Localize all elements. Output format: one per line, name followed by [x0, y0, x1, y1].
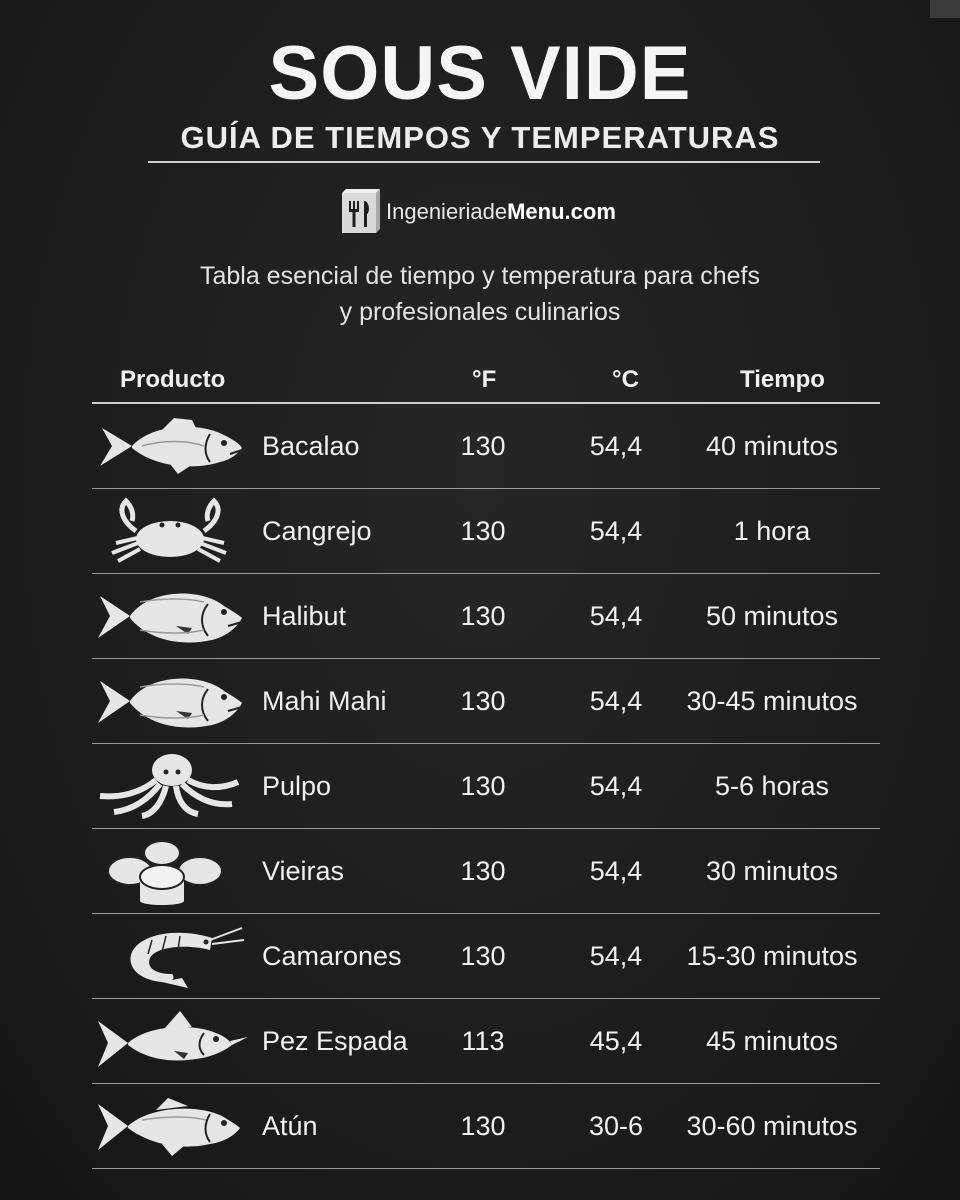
cell-time: 30-45 minutos	[686, 686, 858, 716]
header-product: Producto	[120, 366, 226, 393]
cell-celsius: 54,4	[589, 431, 643, 461]
cell-product: Cangrejo	[262, 516, 372, 546]
scallops-icon	[92, 837, 248, 905]
cell-celsius: 54,4	[589, 516, 643, 546]
cell-fahrenheit: 130	[460, 771, 506, 801]
sous-vide-table: Producto °F °C Tiempo Bacalao 130 54,4 40 m…	[92, 360, 880, 1169]
cell-time: 40 minutos	[705, 431, 839, 461]
cell-celsius: 54,4	[589, 771, 643, 801]
table-row: Atún 130 30-6 30-60 minutos	[92, 1084, 880, 1169]
cell-time: 30-60 minutos	[686, 1111, 858, 1141]
cell-product: Pez Espada	[262, 1026, 408, 1056]
flatfish-icon	[92, 667, 248, 735]
page-title: SOUS VIDE	[268, 31, 692, 116]
cell-celsius: 54,4	[589, 941, 643, 971]
intro-line-1: Tabla esencial de tiempo y temperatura p…	[199, 262, 761, 290]
table-row: Pulpo 130 54,4 5-6 horas	[92, 744, 880, 829]
cell-product: Pulpo	[262, 771, 332, 801]
cell-product: Mahi Mahi	[262, 686, 387, 716]
crab-icon	[92, 497, 248, 565]
table-row: Mahi Mahi 130 54,4 30-45 minutos	[92, 659, 880, 744]
header-fahrenheit: °F	[472, 366, 497, 393]
cell-time: 50 minutos	[705, 601, 839, 631]
intro-line-2: y profesionales culinarios	[339, 298, 621, 326]
header-divider	[92, 402, 880, 404]
brand: IngenieriadeMenu.com	[340, 188, 616, 236]
cell-fahrenheit: 130	[460, 941, 506, 971]
shrimp-icon	[92, 922, 248, 990]
tuna-icon	[92, 1092, 248, 1160]
subtitle-underline	[148, 161, 820, 163]
cell-fahrenheit: 130	[460, 516, 506, 546]
table-row: Pez Espada 113 45,4 45 minutos	[92, 999, 880, 1084]
cell-celsius: 30-6	[588, 1111, 644, 1141]
cell-product: Bacalao	[262, 431, 360, 461]
cell-product: Atún	[262, 1111, 318, 1141]
table-body: Bacalao 130 54,4 40 minutos Cangrejo 130 54,4 1…	[92, 404, 880, 1169]
table-header: Producto °F °C Tiempo	[92, 360, 880, 402]
cell-fahrenheit: 130	[460, 431, 506, 461]
corner-mark	[930, 0, 960, 18]
table-row: Halibut 130 54,4 50 minutos	[92, 574, 880, 659]
header-time: Tiempo	[740, 366, 825, 393]
cell-product: Vieiras	[262, 856, 345, 886]
table-row: Camarones 130 54,4 15-30 minutos	[92, 914, 880, 999]
octopus-icon	[92, 752, 248, 820]
brand-name: IngenieriadeMenu.com	[386, 199, 616, 225]
table-row: Bacalao 130 54,4 40 minutos	[92, 404, 880, 489]
swordfish-icon	[92, 1007, 248, 1075]
flatfish-icon	[92, 582, 248, 650]
cell-celsius: 45,4	[589, 1026, 643, 1056]
brand-suffix: Menu.com	[507, 199, 616, 224]
cell-time: 15-30 minutos	[686, 941, 858, 971]
cell-fahrenheit: 130	[460, 686, 506, 716]
cell-time: 45 minutos	[705, 1026, 839, 1056]
intro-text: Tabla esencial de tiempo y temperatura p…	[0, 258, 960, 330]
table-row: Cangrejo 130 54,4 1 hora	[92, 489, 880, 574]
cell-time: 30 minutos	[705, 856, 839, 886]
fish-icon	[92, 412, 248, 480]
cell-fahrenheit: 113	[461, 1026, 505, 1056]
header-celsius: °C	[612, 366, 639, 393]
cell-fahrenheit: 130	[460, 856, 506, 886]
cell-celsius: 54,4	[589, 856, 643, 886]
cell-fahrenheit: 130	[460, 1111, 506, 1141]
cell-celsius: 54,4	[589, 686, 643, 716]
page-subtitle: GUÍA DE TIEMPOS Y TEMPERATURAS	[180, 120, 780, 155]
fork-knife-icon	[340, 189, 380, 235]
table-row: Vieiras 130 54,4 30 minutos	[92, 829, 880, 914]
cell-time: 5-6 horas	[714, 771, 830, 801]
cell-product: Halibut	[262, 601, 347, 631]
cell-time: 1 hora	[733, 516, 811, 546]
cell-fahrenheit: 130	[460, 601, 506, 631]
cell-celsius: 54,4	[589, 601, 643, 631]
cell-product: Camarones	[262, 941, 402, 971]
brand-prefix: Ingenieriade	[386, 199, 508, 224]
